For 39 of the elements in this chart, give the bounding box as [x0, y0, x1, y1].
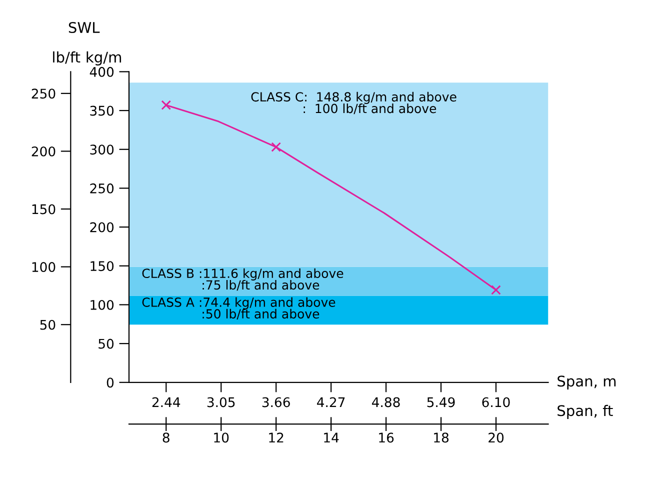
x2-axis-title: Span, ft	[558, 404, 613, 419]
x-tick-label: 6.10	[482, 397, 510, 408]
y-axis-title: kg/m	[86, 51, 122, 66]
x-tick-label: 2.44	[152, 397, 180, 408]
x2-tick-label: 10	[214, 432, 229, 443]
band-label: CLASS B :111.6 kg/m and above :75 lb/ft and above	[142, 268, 344, 291]
y2-tick-label: 250	[32, 88, 56, 99]
y-tick-label: 350	[90, 106, 114, 116]
x2-tick-label: 18	[434, 432, 449, 443]
x-axis-title: Span, m	[558, 376, 616, 390]
x-tick-label: 5.49	[427, 397, 455, 408]
point	[271, 142, 282, 152]
y-tick-label: 300	[90, 144, 114, 155]
x2-tick-label: 8	[162, 432, 170, 443]
y-tick-label: 400	[90, 66, 114, 77]
x-tick-label: 3.05	[207, 397, 235, 408]
chart-title: SWL	[68, 22, 100, 34]
point	[491, 285, 501, 295]
x-tick-label: 4.88	[372, 397, 400, 408]
y-tick-label: 150	[90, 261, 114, 272]
band-label: CLASS C: 148.8 kg/m and above : 100 lb/ft and above	[251, 92, 456, 114]
band-label: CLASS A :74.4 kg/m and above :50 lb/ft and above	[142, 297, 336, 320]
y2-tick-label: 150	[32, 204, 56, 214]
x2-tick-label: 16	[379, 432, 394, 443]
y-tick-label: 50	[98, 338, 114, 349]
x2-tick-label: 14	[324, 432, 339, 442]
y-tick-label: 0	[106, 378, 114, 388]
x-tick-label: 3.66	[262, 397, 290, 408]
y-tick-label: 250	[90, 183, 114, 194]
y2-tick-label: 50	[40, 320, 56, 330]
y-tick-label: 200	[90, 222, 114, 232]
y2-tick-label: 100	[32, 262, 56, 272]
y-tick-label: 100	[90, 300, 114, 310]
point	[161, 100, 172, 110]
y2-axis-title: lb/ft	[53, 51, 80, 64]
x2-tick-label: 20	[488, 432, 504, 443]
x-tick-label: 4.27	[317, 397, 345, 408]
y2-tick-label: 200	[32, 146, 56, 156]
x2-tick-label: 12	[269, 432, 284, 442]
